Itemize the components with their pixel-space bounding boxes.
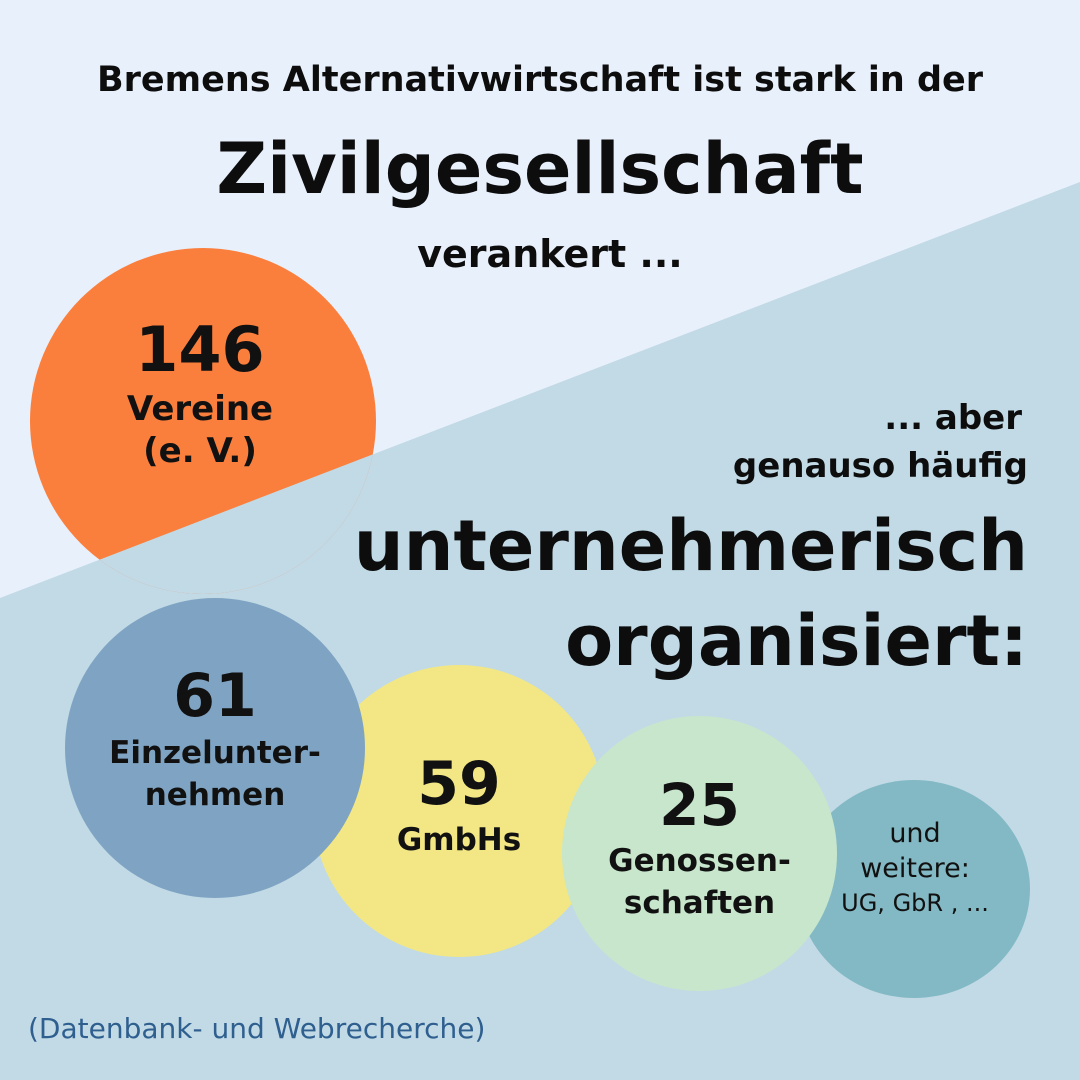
bubble-genossenschaften-label-2: schaften	[623, 885, 776, 921]
bubble-gmbhs-label-1: GmbHs	[396, 822, 522, 858]
bubble-gmbhs-number: 59	[417, 749, 501, 819]
bubble-weitere-label-2: weitere:	[860, 853, 970, 884]
headline-line3: verankert ...	[417, 232, 683, 276]
bubble-weitere-label-3: UG, GbR , ...	[841, 889, 989, 917]
bubble-weitere-text: und weitere: UG, GbR , ...	[815, 816, 1015, 921]
bubble-weitere	[798, 780, 1030, 998]
bubble-vereine-text: 146 Vereine (e. V.)	[60, 312, 340, 472]
subhead-line1: ... aber	[884, 398, 1022, 438]
headline-main: Zivilgesellschaft	[216, 128, 864, 210]
bubble-genossenschaften-number: 25	[659, 771, 740, 839]
source-note: (Datenbank- und Webrecherche)	[28, 1012, 486, 1045]
bubble-vereine-label-2: (e. V.)	[143, 431, 257, 471]
bubble-einzelunternehmen-number: 61	[173, 661, 257, 731]
headline-line1: Bremens Alternativwirtschaft ist stark i…	[96, 60, 984, 100]
bubble-gmbhs-text: 59 GmbHs	[313, 748, 605, 860]
bubble-einzelunternehmen	[65, 598, 365, 898]
subhead-line2: genauso häufig	[732, 446, 1028, 486]
bubble-vereine-label-1: Vereine	[126, 389, 274, 429]
bubble-weitere-label-1: und	[889, 818, 941, 849]
bubble-einzelunternehmen-label-2: nehmen	[144, 777, 286, 813]
bubble-genossenschaften-text: 25 Genossen- schaften	[562, 770, 837, 924]
bubble-einzelunternehmen-text: 61 Einzelunter- nehmen	[65, 660, 365, 816]
subhead-line4: organisiert:	[565, 600, 1028, 682]
bubble-einzelunternehmen-label-1: Einzelunter-	[109, 735, 321, 771]
bubble-vereine-number: 146	[135, 313, 265, 386]
subhead-line3: unternehmerisch	[353, 505, 1028, 587]
bubble-genossenschaften-label-1: Genossen-	[608, 843, 791, 879]
bubble-gmbhs	[313, 665, 605, 957]
bubble-genossenschaften	[562, 716, 837, 991]
